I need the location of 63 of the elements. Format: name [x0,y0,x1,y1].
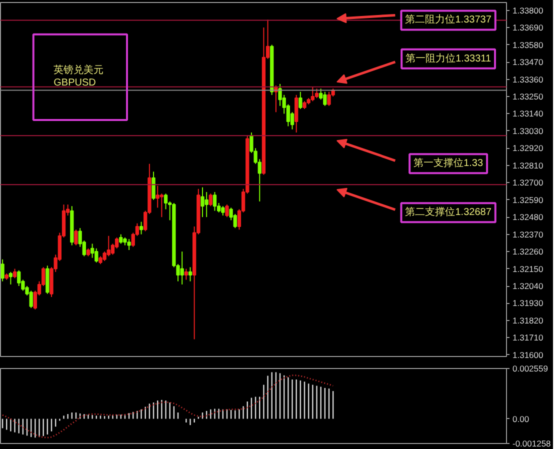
y-tick-label: 1.32260 [512,246,544,257]
candlestick [90,243,94,258]
candlestick [233,213,237,229]
y-tick-label: 0.002559 [512,364,548,374]
y-tick-label: 1.32920 [512,143,544,154]
candlestick [294,94,298,134]
candlestick [200,186,204,218]
candlestick [188,266,192,282]
ref-line-label: 第二支撑位1.32687 [405,206,492,218]
y-tick-label: 1.33140 [512,108,544,119]
y-tick-label: 1.33360 [512,74,544,84]
candlestick [94,248,98,264]
y-tick-label: 1.33580 [512,40,544,50]
y-tick-label: 1.32700 [512,178,544,188]
y-tick-label: 1.32150 [512,264,544,274]
candlestick [139,221,144,235]
y-tick-label: 1.32590 [512,194,544,205]
candlestick [127,238,131,250]
candlestick [106,235,110,257]
text: 英镑兑美元 [54,64,104,76]
candlestick [46,265,50,294]
y-tick-label: 0.00 [512,414,530,424]
candlestick [204,192,208,218]
y-tick-label: 1.31710 [512,332,544,343]
candlestick [323,91,327,106]
candlestick [119,234,123,244]
y-tick-label: 1.32040 [512,281,544,292]
y-tick-label: 1.31600 [512,350,544,360]
candlestick [17,270,21,287]
y-tick-label: 1.33690 [512,22,544,33]
candlestick [29,290,33,308]
y-tick-label: 1.33030 [512,126,544,136]
candlestick [164,193,168,210]
candlestick [310,86,314,102]
candlestick [225,204,229,218]
y-tick-label: 1.31820 [512,315,544,326]
candlestick [180,251,184,285]
candlestick [208,193,212,207]
ref-line-label: 第一阻力位1.33311 [406,52,492,64]
candlestick [212,192,217,212]
y-tick-label: 1.33470 [512,57,544,68]
candlestick [160,193,164,218]
y-tick-label: 1.32810 [512,160,544,170]
candlestick [184,268,188,280]
y-tick-label: 1.33250 [512,91,544,102]
candlestick [0,258,4,282]
y-tick-label: -0.001258 [512,438,552,448]
ref-line-label: 第一支撑位1.33 [414,157,484,170]
candlestick [12,268,17,279]
ref-line-label: 第二阻力位1.33737 [405,14,492,26]
candlestick [74,229,78,246]
candlestick [327,91,331,106]
y-tick-label: 1.31930 [512,298,544,308]
text: GBPUSD [54,78,96,89]
y-tick-label: 1.33800 [512,5,544,16]
y-tick-label: 1.32370 [512,229,544,240]
y-tick-label: 1.32480 [512,212,544,222]
candlestick [152,171,156,200]
candlestick [8,271,13,285]
candlestick [314,88,319,99]
candlestick [221,206,225,216]
line-series [2,374,334,438]
candlestick [298,91,302,110]
